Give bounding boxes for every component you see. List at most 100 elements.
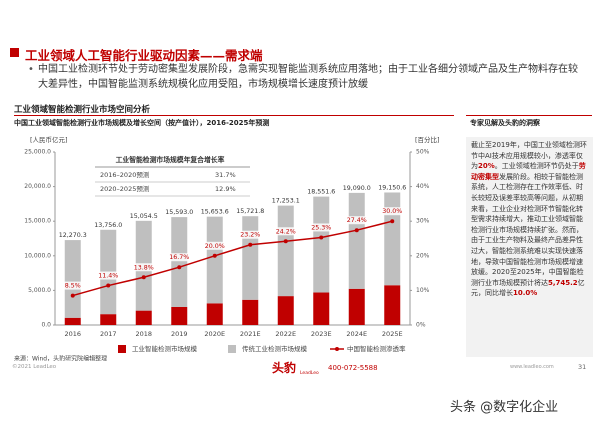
y2-tick-label: 50% [416, 149, 430, 156]
bar [171, 306, 188, 325]
slide-title: 工业领域人工智能行业驱动因素——需求端 [25, 48, 263, 63]
total-label: 18,551.6 [307, 189, 335, 196]
bar [100, 314, 117, 325]
rate-line [72, 220, 393, 297]
rate-label: 8.5% [65, 283, 81, 290]
divider [466, 115, 592, 116]
bar [64, 240, 81, 318]
total-label: 15,593.0 [165, 209, 193, 216]
total-label: 19,090.0 [343, 185, 371, 192]
legend-swatch [118, 345, 126, 353]
label-bg [240, 230, 261, 239]
y2-tick-label: 20% [416, 252, 430, 259]
y2-tick-label: 10% [416, 287, 430, 294]
y-tick-label: 0.0 [41, 322, 51, 329]
y-axis-label: [人民币亿元] [30, 135, 68, 144]
legend-label: 工业智能检测市场规模 [132, 344, 198, 353]
total-label: 15,054.5 [130, 213, 158, 220]
x-tick-label: 2020E [204, 330, 225, 338]
rate-point [319, 235, 324, 240]
x-tick-label: 2023E [311, 330, 332, 338]
bar [206, 216, 223, 304]
page-number: 31 [578, 363, 587, 371]
inset-cell: 31.7% [215, 171, 236, 179]
bar [64, 317, 81, 325]
rate-label: 30.0% [382, 208, 402, 215]
label-bg [62, 281, 83, 290]
watermark: 头条 @数字化企业 [450, 400, 559, 415]
insight-run: 劳动密集型 [471, 162, 586, 181]
x-tick-label: 2022E [275, 330, 296, 338]
label-bg [311, 223, 332, 232]
rate-point [212, 253, 217, 258]
source: 来源：Wind，头豹研究院编辑整理 [14, 355, 107, 363]
inset-cell: 12.9% [215, 185, 236, 193]
legend-label: 传统工业检测市场规模 [242, 344, 308, 353]
insight-run: 亿元，同比增长 [471, 278, 585, 298]
rate-label: 13.8% [134, 264, 154, 271]
legend-label: 中国智能检测渗透率 [347, 344, 406, 353]
y2-axis-label: [百分比] [415, 135, 440, 144]
y-tick-label: 10,000.0 [24, 252, 51, 259]
inset-title: 工业智能检测市场规模年复合增长率 [116, 155, 225, 164]
chart-title: 中国工业领域智能检测行业市场规模及增长空间（按产值计），2016-2025年预测 [14, 119, 270, 127]
y2-tick-label: 30% [416, 218, 430, 225]
rate-label: 25.3% [311, 224, 331, 231]
phone: 400-072-5588 [328, 364, 378, 372]
bar [277, 205, 294, 297]
bar [348, 288, 365, 325]
rate-point [177, 265, 182, 270]
insight-run: 20% [478, 162, 495, 171]
y-tick-label: 5,000.0 [28, 287, 51, 294]
rate-point [354, 228, 359, 233]
bar [313, 292, 330, 325]
y-tick-label: 20,000.0 [24, 183, 51, 190]
x-tick-label: 2024E [346, 330, 367, 338]
total-label: 19,150.6 [378, 184, 406, 191]
inset-cell: 2020–2025预测 [100, 184, 150, 193]
x-tick-label: 2018 [135, 330, 152, 338]
y-tick-label: 25,000.0 [24, 149, 51, 156]
x-tick-label: 2021E [240, 330, 261, 338]
x-tick-label: 2016 [64, 330, 81, 338]
label-bg [346, 216, 367, 225]
rate-point [106, 283, 111, 288]
bar [384, 285, 401, 325]
bar [277, 296, 294, 325]
bar [171, 217, 188, 307]
total-label: 13,756.0 [94, 222, 122, 229]
insight-run: 。工业领域检测环节仍处于 [494, 162, 579, 171]
bullet-dot: • [28, 64, 34, 75]
label-bg [133, 263, 154, 272]
y-tick-label: 15,000.0 [24, 218, 51, 225]
total-label: 15,721.8 [236, 208, 264, 215]
insight-run: 10.0% [513, 289, 538, 298]
bar [242, 216, 259, 300]
insight-run: 截止至2019年，中国工业领域检测环节中AI技术应用规模较小，渗透率仅为 [471, 141, 587, 171]
legend-swatch [228, 345, 236, 353]
copyright: ©2021 LeadLeo [12, 364, 57, 370]
legend-dot [335, 347, 339, 351]
label-bg [275, 227, 296, 236]
rate-label: 20.0% [205, 243, 225, 250]
insight-text: 截止至2019年，中国工业领域检测环节中AI技术应用规模较小，渗透率仅为20%。… [466, 137, 593, 357]
x-tick-label: 2025E [382, 330, 403, 338]
bar [313, 196, 330, 293]
label-bg [204, 241, 225, 250]
logo: 头豹 [272, 361, 297, 375]
insight-title: 专家见解及头豹的洞察 [470, 119, 540, 127]
rate-point [390, 219, 395, 224]
rate-point [70, 293, 75, 298]
title-marker [10, 48, 19, 57]
y2-tick-label: 40% [416, 183, 430, 190]
bar [206, 303, 223, 325]
section-title: 工业领域智能检测行业市场空间分析 [14, 105, 151, 115]
rate-label: 27.4% [347, 217, 367, 224]
x-tick-label: 2019 [171, 330, 188, 338]
rate-label: 23.2% [240, 232, 260, 239]
total-label: 15,653.6 [201, 209, 229, 216]
bar [384, 192, 401, 286]
insight-run: 5,745.2 [548, 278, 578, 287]
rate-label: 24.2% [276, 228, 296, 235]
